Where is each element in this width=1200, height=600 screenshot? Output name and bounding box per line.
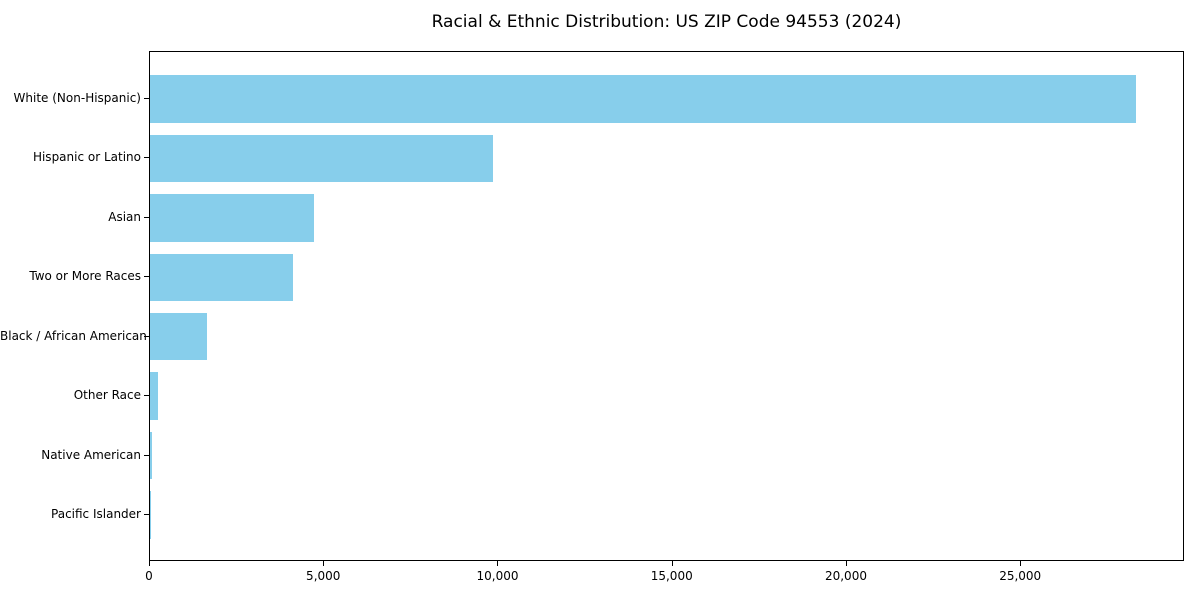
- bar: [150, 372, 158, 420]
- y-tick-mark: [144, 97, 149, 99]
- x-tick-mark: [497, 561, 499, 566]
- y-tick-label: White (Non-Hispanic): [13, 90, 141, 105]
- bar: [150, 431, 152, 480]
- x-tick-mark: [149, 561, 150, 566]
- y-tick-mark: [144, 514, 149, 516]
- y-tick-label: Hispanic or Latino: [32, 150, 141, 165]
- y-tick-label: Black / African American: [0, 328, 147, 343]
- y-tick-mark: [144, 454, 149, 456]
- x-tick-mark: [671, 561, 673, 566]
- bar: [150, 312, 207, 361]
- y-tick-label: Two or More Races: [29, 269, 141, 284]
- x-tick-label: 0: [145, 569, 153, 583]
- x-tick-label: 5,000: [306, 569, 341, 583]
- y-tick-mark: [144, 395, 149, 397]
- y-tick-mark: [144, 276, 149, 278]
- y-tick-mark: [144, 157, 149, 159]
- x-tick-label: 25,000: [999, 569, 1042, 583]
- y-tick-label: Pacific Islander: [51, 507, 141, 522]
- bar: [150, 134, 493, 183]
- bar: [150, 194, 315, 242]
- x-tick-label: 20,000: [824, 569, 867, 583]
- y-tick-mark: [144, 335, 149, 337]
- bar: [150, 253, 294, 302]
- bar: [150, 491, 151, 539]
- y-tick-label: Asian: [108, 209, 141, 224]
- x-tick-label: 15,000: [650, 569, 693, 583]
- chart-title: Racial & Ethnic Distribution: US ZIP Cod…: [431, 12, 902, 32]
- y-tick-label: Other Race: [73, 388, 141, 403]
- x-tick-mark: [323, 561, 325, 566]
- bar: [150, 75, 1136, 123]
- y-tick-mark: [144, 216, 149, 218]
- x-tick-mark: [845, 561, 847, 566]
- y-tick-label: Native American: [41, 447, 141, 462]
- x-tick-label: 10,000: [476, 569, 519, 583]
- x-tick-mark: [1020, 561, 1022, 566]
- plot-area: [149, 51, 1184, 561]
